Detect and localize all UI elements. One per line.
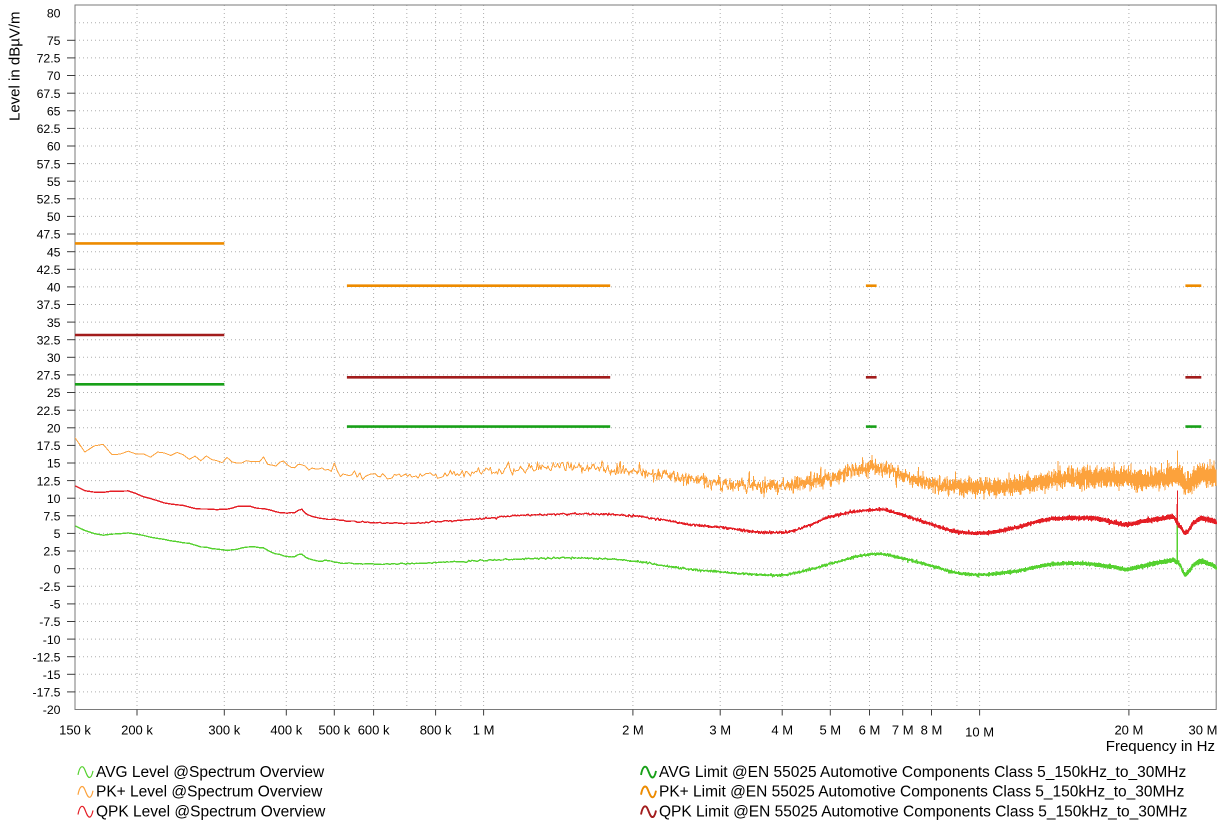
svg-text:10: 10 <box>47 492 61 506</box>
svg-text:32.5: 32.5 <box>37 333 61 347</box>
svg-text:52.5: 52.5 <box>37 193 61 207</box>
svg-text:-10: -10 <box>43 633 61 647</box>
svg-text:5: 5 <box>54 527 61 541</box>
svg-text:65: 65 <box>47 105 61 119</box>
svg-text:30 M: 30 M <box>1189 723 1218 738</box>
svg-text:7 M: 7 M <box>892 723 914 738</box>
svg-text:75: 75 <box>47 34 61 48</box>
svg-text:QPK Level @Spectrum Overview: QPK Level @Spectrum Overview <box>96 803 326 820</box>
svg-text:4 M: 4 M <box>771 723 793 738</box>
svg-text:400 k: 400 k <box>270 723 302 738</box>
svg-text:42.5: 42.5 <box>37 263 61 277</box>
svg-text:57.5: 57.5 <box>37 157 61 171</box>
svg-text:600 k: 600 k <box>358 723 390 738</box>
svg-text:6 M: 6 M <box>859 723 881 738</box>
svg-text:-12.5: -12.5 <box>32 650 60 664</box>
svg-text:47.5: 47.5 <box>37 228 61 242</box>
svg-text:15: 15 <box>47 457 61 471</box>
svg-text:60: 60 <box>47 140 61 154</box>
svg-text:AVG Limit @EN 55025 Automotive: AVG Limit @EN 55025 Automotive Component… <box>659 764 1186 781</box>
svg-text:30: 30 <box>47 351 61 365</box>
svg-text:150 k: 150 k <box>59 723 91 738</box>
svg-text:62.5: 62.5 <box>37 122 61 136</box>
svg-text:-7.5: -7.5 <box>39 615 60 629</box>
svg-text:2.5: 2.5 <box>43 545 60 559</box>
svg-text:27.5: 27.5 <box>37 369 61 383</box>
svg-text:-17.5: -17.5 <box>32 686 60 700</box>
svg-text:5 M: 5 M <box>819 723 841 738</box>
svg-text:500 k: 500 k <box>318 723 350 738</box>
svg-text:80: 80 <box>47 6 61 20</box>
svg-text:10 M: 10 M <box>965 725 994 740</box>
svg-text:8 M: 8 M <box>921 723 943 738</box>
svg-text:PK+ Level @Spectrum Overview: PK+ Level @Spectrum Overview <box>96 784 323 801</box>
svg-text:Frequency in Hz: Frequency in Hz <box>1106 738 1215 755</box>
svg-text:-2.5: -2.5 <box>39 580 60 594</box>
svg-text:800 k: 800 k <box>420 723 452 738</box>
svg-text:-15: -15 <box>43 668 61 682</box>
svg-text:3 M: 3 M <box>709 723 731 738</box>
svg-text:7.5: 7.5 <box>43 510 60 524</box>
svg-text:2 M: 2 M <box>622 723 644 738</box>
svg-text:22.5: 22.5 <box>37 404 61 418</box>
svg-text:PK+ Limit @EN 55025 Automotive: PK+ Limit @EN 55025 Automotive Component… <box>659 784 1184 801</box>
svg-text:20: 20 <box>47 422 61 436</box>
svg-text:55: 55 <box>47 175 61 189</box>
svg-text:Level in dBµV/m: Level in dBµV/m <box>7 11 24 121</box>
svg-text:25: 25 <box>47 386 61 400</box>
svg-text:1 M: 1 M <box>473 723 495 738</box>
svg-text:67.5: 67.5 <box>37 87 61 101</box>
svg-text:AVG Level @Spectrum Overview: AVG Level @Spectrum Overview <box>96 764 325 781</box>
svg-text:200 k: 200 k <box>121 723 153 738</box>
svg-text:70: 70 <box>47 69 61 83</box>
svg-text:-20: -20 <box>43 703 61 717</box>
svg-text:300 k: 300 k <box>208 723 240 738</box>
svg-text:45: 45 <box>47 245 61 259</box>
svg-text:50: 50 <box>47 210 61 224</box>
svg-text:35: 35 <box>47 316 61 330</box>
svg-text:40: 40 <box>47 281 61 295</box>
svg-text:20 M: 20 M <box>1114 723 1143 738</box>
svg-text:72.5: 72.5 <box>37 52 61 66</box>
svg-text:37.5: 37.5 <box>37 298 61 312</box>
svg-text:17.5: 17.5 <box>37 439 61 453</box>
svg-text:12.5: 12.5 <box>37 474 61 488</box>
svg-text:-5: -5 <box>50 598 61 612</box>
svg-text:QPK Limit @EN 55025 Automotive: QPK Limit @EN 55025 Automotive Component… <box>659 803 1187 820</box>
svg-text:0: 0 <box>54 562 61 576</box>
